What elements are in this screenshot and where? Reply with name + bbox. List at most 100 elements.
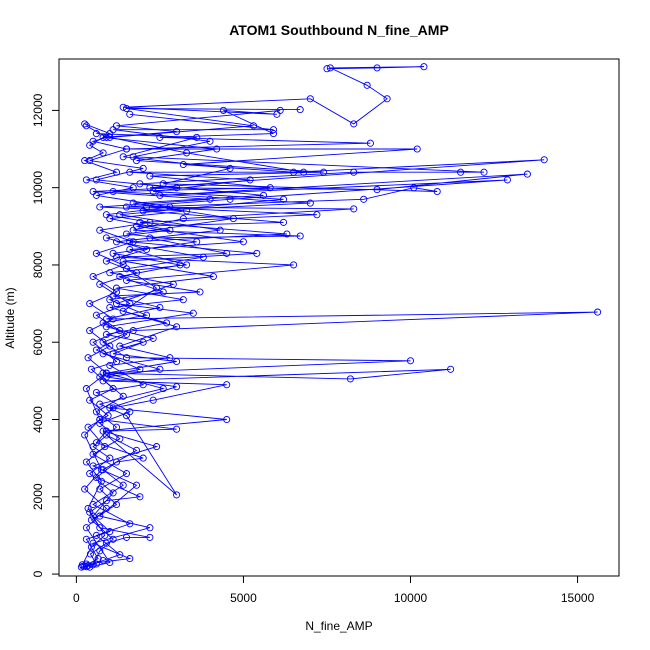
data-point bbox=[92, 176, 100, 184]
data-point bbox=[306, 199, 314, 207]
data-point bbox=[173, 357, 181, 366]
data-point bbox=[269, 126, 278, 134]
data-point bbox=[86, 300, 94, 308]
data-point bbox=[109, 249, 117, 257]
data-point bbox=[126, 300, 134, 308]
data-point bbox=[226, 195, 234, 203]
data-point bbox=[179, 160, 187, 169]
data-point bbox=[99, 427, 107, 435]
x-axis: 0 5000 10000 15000 bbox=[73, 575, 595, 605]
data-point bbox=[126, 238, 134, 246]
data-point bbox=[259, 191, 268, 199]
data-point bbox=[503, 176, 511, 184]
data-point bbox=[119, 392, 127, 400]
y-axis: 0 2000 4000 6000 8000 10000 12000 bbox=[31, 93, 60, 577]
data-point bbox=[136, 493, 144, 501]
data-point bbox=[84, 354, 92, 362]
data-point bbox=[179, 215, 187, 223]
data-point bbox=[146, 218, 154, 226]
data-point bbox=[86, 470, 94, 478]
data-point bbox=[86, 327, 94, 335]
data-point bbox=[173, 184, 181, 192]
data-point bbox=[92, 191, 100, 199]
data-point bbox=[92, 249, 100, 257]
data-point bbox=[112, 300, 121, 308]
data-point bbox=[92, 408, 100, 416]
data-point bbox=[219, 106, 227, 114]
data-point bbox=[159, 385, 167, 393]
series-lines bbox=[81, 66, 598, 568]
data-point bbox=[84, 423, 92, 431]
data-point bbox=[189, 309, 197, 317]
data-point bbox=[87, 516, 95, 524]
data-point bbox=[96, 415, 104, 424]
data-point bbox=[149, 334, 157, 342]
data-point bbox=[360, 195, 368, 203]
data-point bbox=[119, 153, 127, 161]
data-point bbox=[109, 489, 117, 497]
data-point bbox=[229, 215, 237, 223]
data-point bbox=[112, 357, 121, 366]
data-point bbox=[156, 365, 164, 373]
data-point bbox=[102, 497, 110, 505]
series-line-4 bbox=[84, 113, 485, 567]
data-point bbox=[122, 230, 131, 238]
data-point bbox=[89, 512, 97, 520]
data-point bbox=[279, 195, 288, 203]
data-point bbox=[447, 365, 455, 373]
data-point bbox=[102, 504, 110, 512]
data-point bbox=[366, 139, 374, 147]
series-markers bbox=[77, 63, 602, 571]
data-point bbox=[320, 168, 328, 176]
data-point bbox=[173, 128, 181, 136]
data-point bbox=[99, 350, 107, 358]
data-point bbox=[89, 462, 97, 470]
y-tick-label: 6000 bbox=[31, 329, 45, 356]
data-point bbox=[146, 533, 154, 541]
chart-title: ATOM1 Southbound N_fine_AMP bbox=[229, 22, 449, 38]
data-point bbox=[156, 191, 164, 199]
data-point bbox=[373, 186, 381, 194]
data-point bbox=[84, 504, 92, 512]
data-point bbox=[433, 187, 441, 196]
data-point bbox=[126, 555, 134, 563]
data-point bbox=[139, 381, 147, 389]
data-point bbox=[173, 491, 181, 499]
data-point bbox=[306, 95, 314, 103]
data-point bbox=[101, 531, 109, 539]
data-point bbox=[146, 234, 154, 242]
y-tick-label: 2000 bbox=[31, 483, 45, 510]
data-point bbox=[246, 176, 254, 184]
data-point bbox=[169, 280, 177, 288]
data-point bbox=[96, 512, 104, 520]
data-point bbox=[363, 81, 371, 89]
data-point bbox=[96, 547, 104, 555]
data-point bbox=[119, 307, 127, 315]
data-point bbox=[116, 435, 124, 443]
data-point bbox=[104, 412, 112, 420]
y-tick-label: 4000 bbox=[31, 406, 45, 433]
data-point bbox=[89, 443, 97, 451]
data-point bbox=[109, 385, 117, 393]
data-point bbox=[96, 280, 104, 288]
series-line-7 bbox=[86, 133, 438, 565]
data-point bbox=[86, 141, 94, 149]
data-point bbox=[594, 308, 602, 316]
data-point bbox=[132, 269, 141, 277]
data-point bbox=[239, 238, 247, 246]
data-point bbox=[102, 234, 110, 242]
data-point bbox=[82, 385, 90, 393]
data-point bbox=[122, 330, 131, 339]
data-point bbox=[193, 133, 201, 141]
data-point bbox=[81, 120, 89, 128]
data-point bbox=[102, 427, 110, 435]
data-point bbox=[129, 199, 137, 207]
data-point bbox=[89, 500, 97, 509]
data-point bbox=[106, 296, 114, 304]
data-point bbox=[102, 369, 110, 377]
data-point bbox=[296, 106, 304, 114]
data-point bbox=[122, 412, 131, 420]
data-point bbox=[92, 388, 100, 397]
data-point bbox=[106, 133, 114, 141]
data-point bbox=[112, 238, 121, 246]
